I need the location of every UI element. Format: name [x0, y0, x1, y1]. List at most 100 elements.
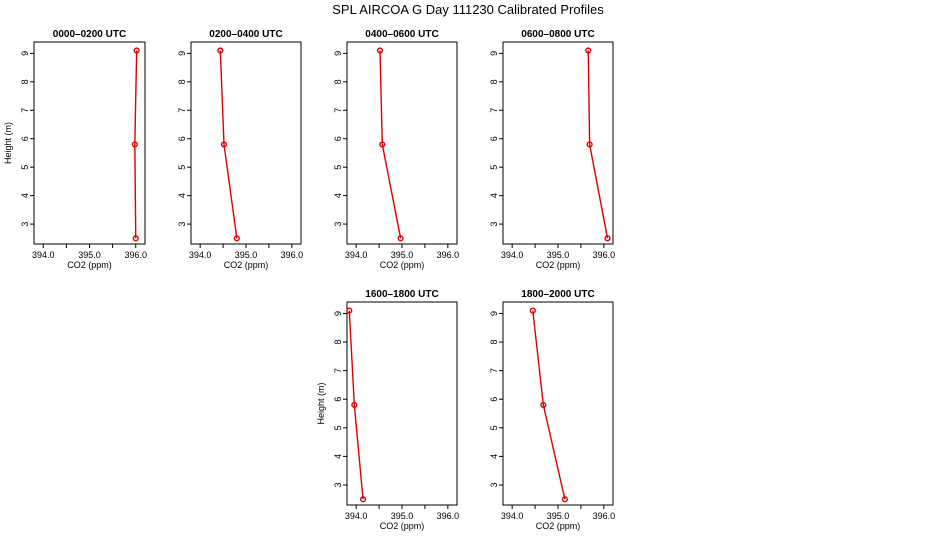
y-tick-label: 9: [177, 51, 187, 56]
data-point: [604, 235, 611, 242]
x-tick-label: 396.0: [593, 511, 616, 521]
data-point: [376, 47, 384, 54]
y-tick-label: 5: [20, 165, 30, 170]
series-line: [379, 50, 402, 239]
data-point: [529, 307, 536, 314]
panels: 0000–0200 UTC 394.0 395.0 396.0 3 4 5 6 7 8 9 CO2 (…: [3, 29, 615, 531]
y-tick-label: 8: [177, 79, 187, 84]
y-tick-label: 8: [489, 340, 499, 345]
panel-4: 0600–0800 UTC 394.0 395.0 396.0 3 4 5 6 7 8 9 CO2 (…: [489, 29, 615, 270]
series-line: [348, 310, 364, 500]
data-point: [131, 141, 138, 148]
x-axis-label: CO2 (ppm): [380, 260, 425, 270]
x-tick-label: 394.0: [189, 250, 212, 260]
x-axis-label: CO2 (ppm): [224, 260, 269, 270]
y-tick-label: 4: [333, 454, 343, 459]
y-tick-label: 6: [489, 136, 499, 141]
panel-title: 1600–1800 UTC: [365, 289, 438, 300]
x-tick-label: 395.0: [547, 511, 570, 521]
y-tick-label: 7: [333, 368, 343, 373]
panel-6: 1800–2000 UTC 394.0 395.0 396.0 3 4 5 6 7 8 9 CO2 (…: [489, 289, 615, 531]
data-point: [585, 47, 592, 54]
y-tick-label: 4: [489, 454, 499, 459]
y-tick-label: 5: [333, 425, 343, 430]
y-tick-label: 3: [489, 482, 499, 487]
y-tick-label: 6: [20, 136, 30, 141]
panel-title: 1800–2000 UTC: [521, 289, 594, 300]
series-line: [587, 50, 609, 239]
y-tick-label: 8: [333, 340, 343, 345]
data-point: [220, 141, 228, 148]
y-tick-label: 8: [333, 79, 343, 84]
x-tick-label: 394.0: [501, 511, 524, 521]
y-tick-label: 4: [333, 193, 343, 198]
data-point: [132, 235, 139, 242]
x-tick-label: 395.0: [235, 250, 258, 260]
panel-title: 0000–0200 UTC: [53, 29, 126, 40]
y-tick-label: 7: [489, 368, 499, 373]
y-tick-label: 4: [489, 193, 499, 198]
figure-title: SPL AIRCOA G Day 111230 Calibrated Profi…: [332, 2, 604, 17]
data-point: [133, 47, 140, 54]
panel-title: 0400–0600 UTC: [365, 29, 438, 40]
y-tick-label: 9: [333, 51, 343, 56]
x-tick-label: 396.0: [437, 511, 460, 521]
x-axis-label: CO2 (ppm): [536, 521, 581, 531]
data-point: [359, 496, 367, 503]
y-tick-label: 8: [489, 79, 499, 84]
y-tick-label: 6: [177, 136, 187, 141]
x-tick-label: 395.0: [391, 250, 414, 260]
y-tick-label: 5: [489, 425, 499, 430]
data-point: [379, 141, 386, 148]
y-tick-label: 7: [177, 108, 187, 113]
y-tick-label: 6: [333, 397, 343, 402]
x-axis-label: CO2 (ppm): [380, 521, 425, 531]
y-tick-label: 6: [333, 136, 343, 141]
x-tick-label: 396.0: [593, 250, 616, 260]
x-tick-label: 396.0: [281, 250, 304, 260]
data-point: [586, 141, 593, 148]
x-tick-label: 395.0: [78, 250, 101, 260]
x-tick-label: 396.0: [124, 250, 147, 260]
y-tick-label: 3: [333, 222, 343, 227]
y-axis-label: Height (m): [316, 382, 326, 424]
y-tick-label: 5: [333, 165, 343, 170]
series-line: [532, 310, 566, 500]
y-tick-label: 7: [20, 108, 30, 113]
x-tick-label: 394.0: [32, 250, 55, 260]
y-tick-label: 3: [177, 222, 187, 227]
panel-3: 0400–0600 UTC 394.0 395.0 396.0 3 4 5 6 7 8 9 CO2 (…: [333, 29, 459, 270]
y-axis-label: Height (m): [3, 122, 13, 164]
panel-5: 1600–1800 UTC 394.0 395.0 396.0 3 4 5 6 7 8 9 CO2 (…: [316, 289, 459, 531]
x-axis-label: CO2 (ppm): [67, 260, 112, 270]
y-tick-label: 3: [333, 482, 343, 487]
x-tick-label: 395.0: [391, 511, 414, 521]
x-tick-label: 394.0: [345, 250, 368, 260]
y-tick-label: 7: [489, 108, 499, 113]
data-point: [217, 47, 224, 54]
y-tick-label: 6: [489, 397, 499, 402]
y-tick-label: 8: [20, 79, 30, 84]
data-point: [397, 235, 404, 242]
y-tick-label: 9: [333, 311, 343, 316]
y-tick-label: 9: [20, 51, 30, 56]
data-point: [346, 307, 353, 314]
x-tick-label: 394.0: [345, 511, 368, 521]
y-tick-label: 4: [20, 193, 30, 198]
y-tick-label: 5: [177, 165, 187, 170]
panel-1: 0000–0200 UTC 394.0 395.0 396.0 3 4 5 6 7 8 9 CO2 (…: [3, 29, 147, 270]
data-point: [561, 496, 568, 503]
x-axis-label: CO2 (ppm): [536, 260, 581, 270]
y-tick-label: 4: [177, 193, 187, 198]
data-point: [351, 401, 358, 409]
x-tick-label: 394.0: [501, 250, 524, 260]
y-tick-label: 9: [489, 311, 499, 316]
x-tick-label: 396.0: [437, 250, 460, 260]
y-tick-label: 9: [489, 51, 499, 56]
data-point: [233, 235, 240, 242]
series-line: [219, 50, 238, 239]
data-point: [540, 401, 547, 409]
panel-title: 0600–0800 UTC: [521, 29, 594, 40]
